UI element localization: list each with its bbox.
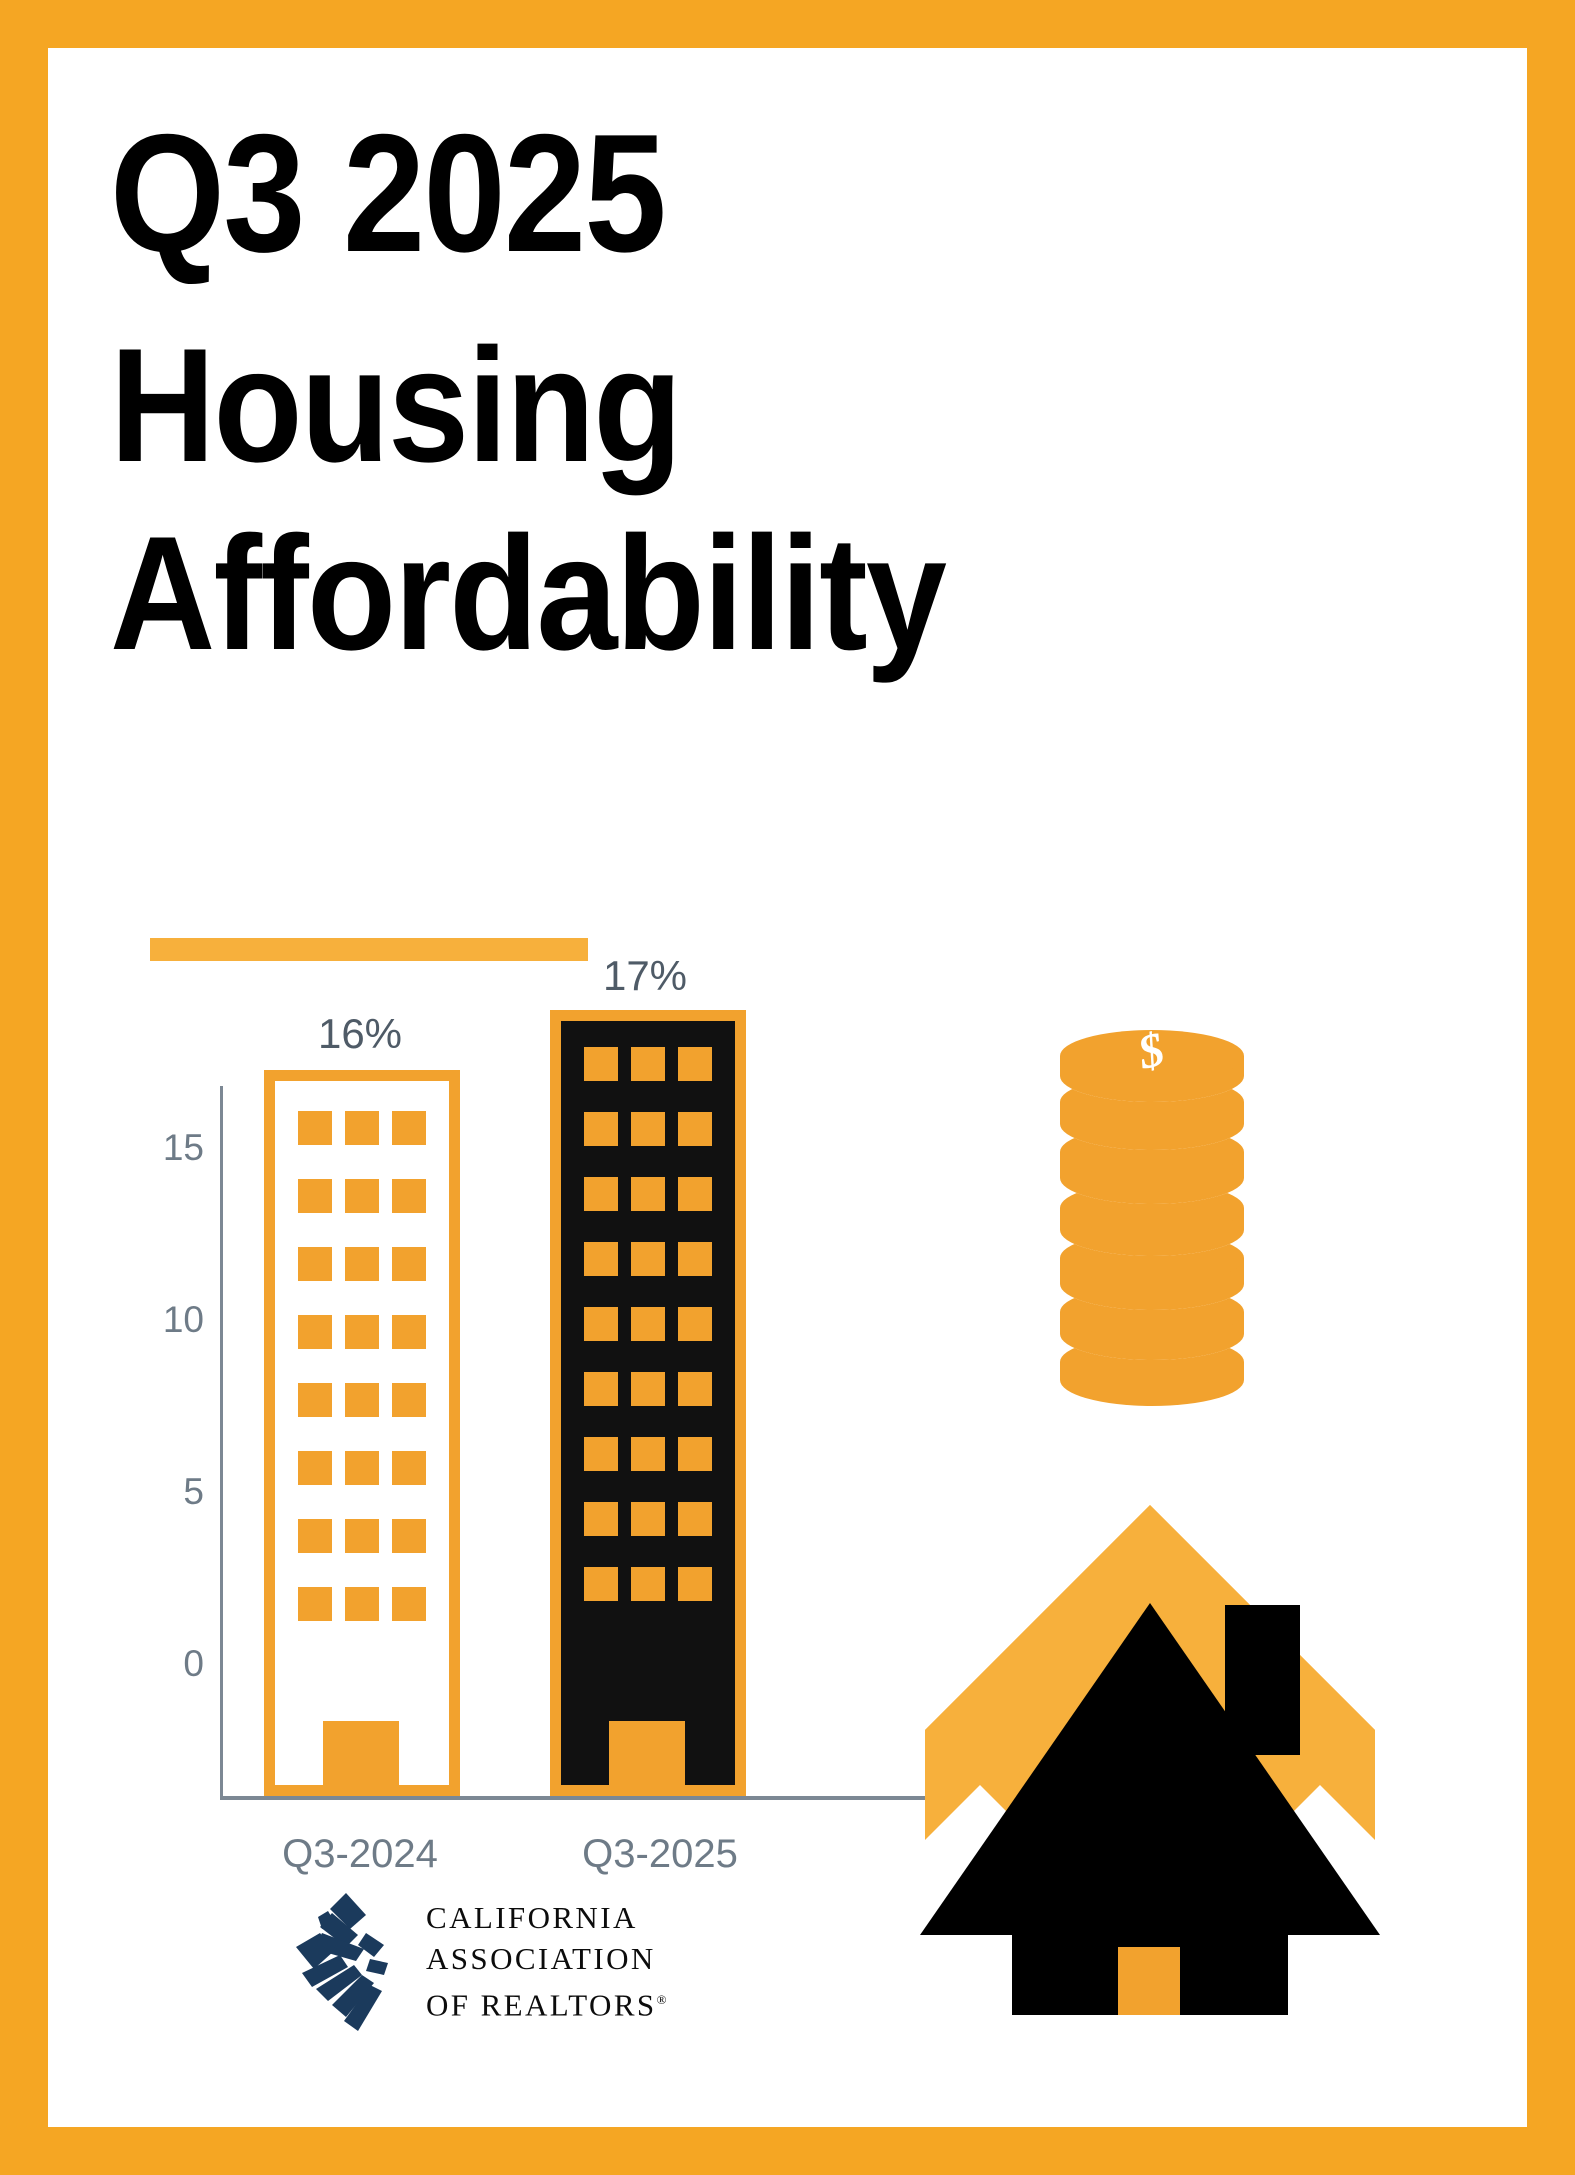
window-cell: [391, 1451, 426, 1485]
window-cell: [630, 1437, 665, 1471]
x-tick-label-q3-2024: Q3-2024: [282, 1832, 438, 1876]
y-axis-tick-labels: 15 10 5 0: [118, 1020, 204, 1800]
page-title-line-affordability: Affordability: [110, 503, 947, 684]
building-door-q3-2024: [323, 1721, 399, 1785]
window-cell: [630, 1112, 665, 1146]
bar-q3-2025[interactable]: [550, 1010, 746, 1796]
window-cell: [298, 1111, 333, 1145]
window-cell: [298, 1179, 333, 1213]
window-cell: [630, 1567, 665, 1601]
bar-value-label-q3-2025: 17%: [602, 952, 688, 999]
window-cell: [298, 1519, 333, 1553]
frame-border-bottom: [0, 2127, 1575, 2175]
x-tick-label-q3-2025: Q3-2025: [582, 1832, 738, 1876]
window-cell: [344, 1519, 379, 1553]
page-title-line-housing: Housing: [110, 315, 682, 496]
window-cell: [391, 1587, 426, 1621]
registered-mark: ®: [656, 1992, 667, 2007]
window-cell: [584, 1307, 619, 1341]
car-fan-emblem-icon: [296, 1893, 388, 2031]
bar-value-label-q3-2024: 16%: [317, 1010, 403, 1057]
window-cell: [344, 1451, 379, 1485]
window-cell: [677, 1502, 712, 1536]
frame-border-top: [0, 0, 1575, 48]
y-tick-15: 15: [162, 1127, 204, 1168]
title-accent-bar: [150, 938, 588, 961]
y-tick-10: 10: [162, 1299, 204, 1340]
window-cell: [677, 1047, 712, 1081]
window-cell: [298, 1383, 333, 1417]
window-cell: [298, 1451, 333, 1485]
window-cell: [344, 1111, 379, 1145]
logo-line-association: ASSOCIATION: [426, 1941, 656, 1976]
logo-line-of-realtors: OF REALTORS®: [426, 1979, 716, 2025]
page-title-quarter: Q3 2025: [110, 99, 667, 287]
car-logo-text: CALIFORNIA ASSOCIATION OF REALTORS®: [426, 1897, 716, 2025]
window-cell: [584, 1177, 619, 1211]
headline-block: Q3 2025 Housing Affordability: [110, 99, 1450, 688]
building-window-grid-q3-2024: [275, 1081, 449, 1785]
affordability-bar-chart: 15 10 5 0 16%: [60, 954, 962, 1876]
window-cell: [298, 1247, 333, 1281]
window-cell: [630, 1372, 665, 1406]
window-cell: [584, 1047, 619, 1081]
car-logo: CALIFORNIA ASSOCIATION OF REALTORS®: [288, 1885, 708, 2045]
window-cell: [391, 1179, 426, 1213]
window-cell: [677, 1177, 712, 1211]
window-cell: [391, 1111, 426, 1145]
window-cell: [630, 1307, 665, 1341]
house-icon: [920, 1505, 1380, 2015]
window-cell: [344, 1315, 379, 1349]
window-cell: [584, 1567, 619, 1601]
x-axis-line: [220, 1796, 962, 1800]
window-cell: [391, 1519, 426, 1553]
logo-line-california: CALIFORNIA: [426, 1900, 638, 1935]
building-door-q3-2025: [609, 1721, 685, 1785]
window-cell: [344, 1383, 379, 1417]
window-cell: [584, 1502, 619, 1536]
house-roof: [920, 1603, 1380, 1935]
window-cell: [630, 1502, 665, 1536]
window-cell: [584, 1437, 619, 1471]
window-cell: [677, 1307, 712, 1341]
frame-border-left: [0, 0, 48, 2175]
window-cell: [344, 1179, 379, 1213]
window-cell: [630, 1047, 665, 1081]
window-cell: [298, 1315, 333, 1349]
window-cell: [677, 1567, 712, 1601]
window-cell: [584, 1112, 619, 1146]
window-cell: [677, 1112, 712, 1146]
window-cell: [344, 1247, 379, 1281]
y-tick-5: 5: [183, 1471, 204, 1512]
window-cell: [677, 1372, 712, 1406]
y-axis-line: [220, 1086, 223, 1798]
window-cell: [391, 1315, 426, 1349]
window-cell: [584, 1372, 619, 1406]
window-cell: [677, 1437, 712, 1471]
window-cell: [391, 1383, 426, 1417]
window-cell: [677, 1242, 712, 1276]
y-tick-0: 0: [183, 1643, 204, 1684]
window-cell: [391, 1247, 426, 1281]
window-cell: [630, 1177, 665, 1211]
window-cell: [584, 1242, 619, 1276]
house-door: [1118, 1947, 1180, 2015]
building-window-grid-q3-2025: [561, 1021, 735, 1785]
frame-border-right: [1527, 0, 1575, 2175]
coin-stack-icon: $: [1060, 1023, 1244, 1406]
window-cell: [344, 1587, 379, 1621]
logo-line-of-realtors-text: OF REALTORS: [426, 1987, 657, 2023]
window-cell: [298, 1587, 333, 1621]
window-cell: [630, 1242, 665, 1276]
bar-q3-2024[interactable]: [264, 1070, 460, 1796]
chart-plot-area: 15 10 5 0 16%: [60, 954, 962, 1876]
